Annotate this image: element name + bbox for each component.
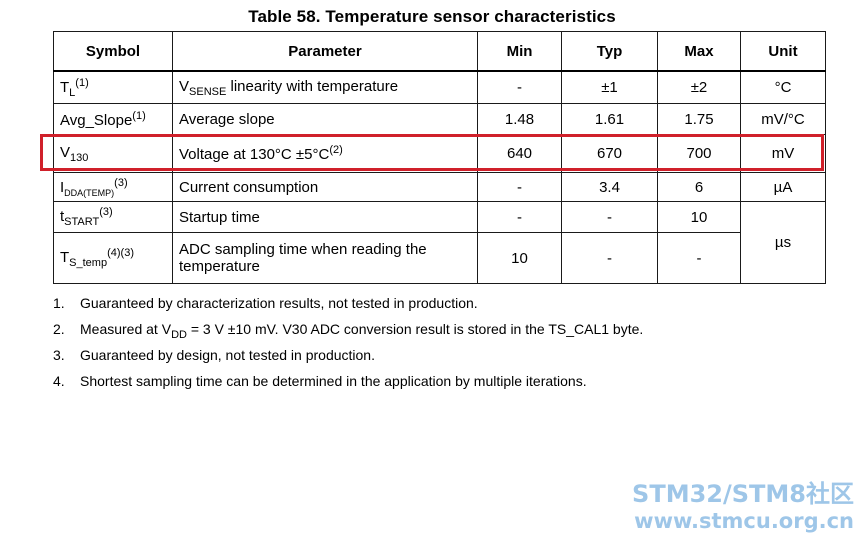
typ-cell: 3.4: [561, 172, 658, 202]
symbol-cell: tSTART(3): [53, 201, 173, 233]
parameter-cell: Average slope: [172, 103, 478, 135]
header-max: Max: [657, 31, 741, 72]
symbol-cell: TL(1): [53, 70, 173, 104]
table-row: IDDA(TEMP)(3) Current consumption - 3.4 …: [53, 172, 826, 202]
parameter-cell: Voltage at 130°C ±5°C(2): [172, 134, 478, 173]
parameter-cell: VSENSE linearity with temperature: [172, 70, 478, 104]
table-row: TS_temp(4)(3) ADC sampling time when rea…: [53, 232, 826, 284]
table-row-highlighted: V130 Voltage at 130°C ±5°C(2) 640 670 70…: [53, 134, 826, 173]
max-cell: 10: [657, 201, 741, 233]
symbol-cell: Avg_Slope(1): [53, 103, 173, 135]
min-cell: 1.48: [477, 103, 562, 135]
footnote: 2. Measured at VDD = 3 V ±10 mV. V30 ADC …: [53, 321, 644, 341]
min-cell: -: [477, 201, 562, 233]
max-cell: ±2: [657, 70, 741, 104]
typ-cell: -: [561, 201, 658, 233]
unit-cell: µA: [740, 172, 826, 202]
footnote: 4. Shortest sampling time can be determin…: [53, 373, 587, 389]
typ-cell: 670: [561, 134, 658, 173]
header-min: Min: [477, 31, 562, 72]
parameter-cell: Current consumption: [172, 172, 478, 202]
header-typ: Typ: [561, 31, 658, 72]
typ-cell: 1.61: [561, 103, 658, 135]
min-cell: 640: [477, 134, 562, 173]
symbol-cell: IDDA(TEMP)(3): [53, 172, 173, 202]
header-unit: Unit: [740, 31, 826, 72]
header-parameter: Parameter: [172, 31, 478, 72]
watermark: STM32/STM8社区 www.stmcu.org.cn: [632, 480, 854, 534]
max-cell: 6: [657, 172, 741, 202]
min-cell: -: [477, 70, 562, 104]
unit-cell: °C: [740, 70, 826, 104]
typ-cell: -: [561, 232, 658, 284]
unit-cell: mV/°C: [740, 103, 826, 135]
footnotes: 1. Guaranteed by characterization results…: [53, 293, 813, 397]
table-row: TL(1) VSENSE linearity with temperature …: [53, 70, 826, 104]
max-cell: 700: [657, 134, 741, 173]
max-cell: -: [657, 232, 741, 284]
unit-cell-merged: µs: [740, 201, 826, 284]
table-row: tSTART(3) Startup time - - 10 µs: [53, 201, 826, 284]
parameter-cell: ADC sampling time when reading the tempe…: [172, 232, 478, 284]
watermark-line1: STM32/STM8社区: [632, 480, 854, 508]
max-cell: 1.75: [657, 103, 741, 135]
table-header-row: Symbol Parameter Min Typ Max Unit: [53, 31, 826, 72]
footnote: 1. Guaranteed by characterization results…: [53, 295, 478, 311]
parameter-cell: Startup time: [172, 201, 478, 233]
header-symbol: Symbol: [53, 31, 173, 72]
table-title: Table 58. Temperature sensor characteris…: [248, 7, 616, 26]
typ-cell: ±1: [561, 70, 658, 104]
symbol-cell: TS_temp(4)(3): [53, 232, 173, 284]
temperature-sensor-table: Symbol Parameter Min Typ Max Unit TL(1) …: [53, 31, 826, 284]
min-cell: 10: [477, 232, 562, 284]
footnote: 3. Guaranteed by design, not tested in pr…: [53, 347, 375, 363]
symbol-cell: V130: [53, 134, 173, 173]
unit-cell: mV: [740, 134, 826, 173]
watermark-line2: www.stmcu.org.cn: [634, 509, 854, 533]
table-row: Avg_Slope(1) Average slope 1.48 1.61 1.7…: [53, 103, 826, 135]
min-cell: -: [477, 172, 562, 202]
